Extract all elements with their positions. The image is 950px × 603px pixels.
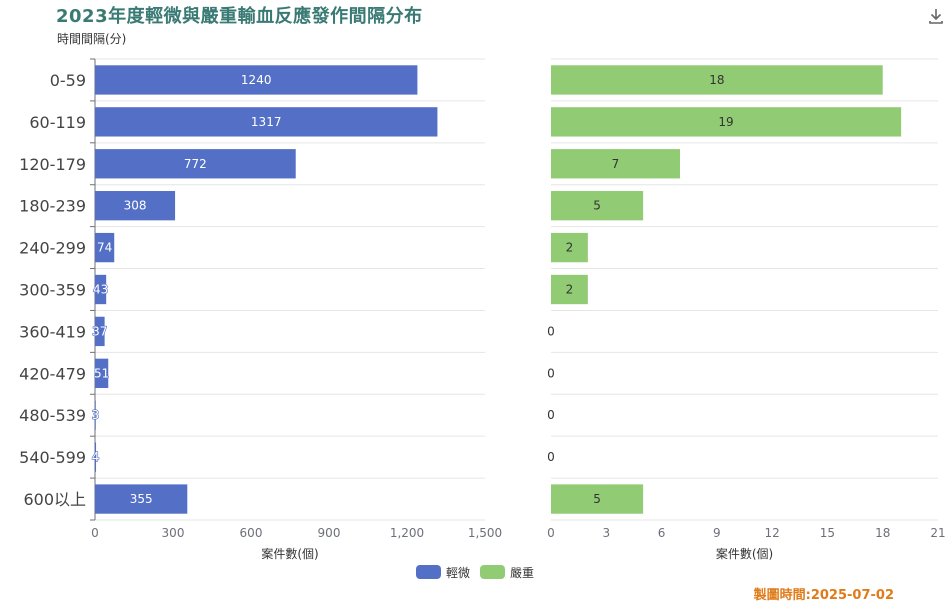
x-tick-label: 300	[162, 526, 185, 540]
y-tick-label: 120-179	[19, 155, 86, 174]
bar	[95, 149, 296, 179]
data-label: 0	[547, 450, 555, 464]
bar	[551, 484, 644, 514]
y-tick-label: 300-359	[19, 281, 86, 300]
data-label: 3	[92, 408, 100, 422]
legend-label-severe: 嚴重	[510, 565, 535, 580]
data-label: 0	[547, 366, 555, 380]
bar	[95, 442, 97, 472]
data-label: 772	[184, 157, 207, 171]
bar	[551, 274, 588, 305]
bar	[95, 232, 115, 263]
x-tick-label: 1,500	[468, 526, 502, 540]
data-label: 19	[718, 115, 733, 129]
legend-swatch-severe	[480, 565, 505, 579]
x-tick-label: 6	[658, 526, 666, 540]
data-label: 1240	[241, 73, 272, 87]
data-label: 18	[709, 73, 724, 87]
data-label: 355	[130, 492, 153, 506]
bar	[95, 107, 438, 137]
data-label: 308	[124, 199, 147, 213]
data-label: 2	[566, 241, 574, 255]
chart-title: 2023年度輕微與嚴重輸血反應發作間隔分布	[56, 6, 423, 27]
chart-date-label: 製圖時間:2025-07-02	[753, 588, 894, 603]
bar	[551, 65, 883, 95]
x-tick-label: 0	[547, 526, 555, 540]
download-icon[interactable]	[926, 6, 946, 26]
bar	[95, 484, 188, 514]
x-tick-label: 12	[765, 526, 780, 540]
x-tick-label: 0	[91, 526, 99, 540]
data-label: 43	[93, 283, 108, 297]
x-tick-label: 18	[875, 526, 890, 540]
bar	[551, 107, 902, 137]
x-axis-title: 案件數(個)	[716, 546, 773, 561]
x-axis-title: 案件數(個)	[261, 546, 318, 561]
x-tick-label: 1,200	[390, 526, 424, 540]
x-tick-label: 21	[930, 526, 945, 540]
bar	[95, 358, 109, 388]
data-label: 5	[593, 199, 601, 213]
data-label: 74	[97, 241, 112, 255]
x-tick-label: 900	[318, 526, 341, 540]
bar	[551, 232, 588, 263]
data-label: 37	[92, 324, 107, 338]
legend-item-severe[interactable]: 嚴重	[480, 562, 534, 582]
bar	[95, 191, 176, 221]
data-label: 1317	[251, 115, 282, 129]
bar	[95, 400, 96, 430]
data-label: 5	[593, 492, 601, 506]
bar	[95, 274, 107, 305]
x-tick-label: 15	[820, 526, 835, 540]
bar	[551, 149, 680, 179]
data-label: 0	[547, 408, 555, 422]
legend-swatch-mild	[416, 565, 441, 579]
bar	[95, 65, 418, 95]
x-tick-label: 3	[602, 526, 610, 540]
data-label: 4	[92, 450, 100, 464]
y-tick-label: 240-299	[19, 239, 86, 258]
y-tick-label: 420-479	[19, 364, 86, 383]
y-tick-label: 540-599	[19, 448, 86, 467]
legend-item-mild[interactable]: 輕微	[416, 562, 470, 582]
y-tick-label: 60-119	[29, 113, 86, 132]
bar	[95, 316, 105, 347]
data-label: 7	[612, 157, 620, 171]
data-label: 51	[94, 366, 109, 380]
y-tick-label: 180-239	[19, 197, 86, 216]
y-axis-unit-label: 時間間隔(分)	[57, 32, 127, 46]
y-tick-label: 360-419	[19, 322, 86, 341]
y-tick-label: 0-59	[50, 71, 86, 90]
legend-label-mild: 輕微	[446, 565, 471, 580]
bar	[551, 191, 644, 221]
y-tick-label: 600以上	[23, 490, 86, 509]
y-tick-label: 480-539	[19, 406, 86, 425]
x-tick-label: 600	[240, 526, 263, 540]
data-label: 0	[547, 324, 555, 338]
x-tick-label: 9	[713, 526, 721, 540]
data-label: 2	[566, 283, 574, 297]
